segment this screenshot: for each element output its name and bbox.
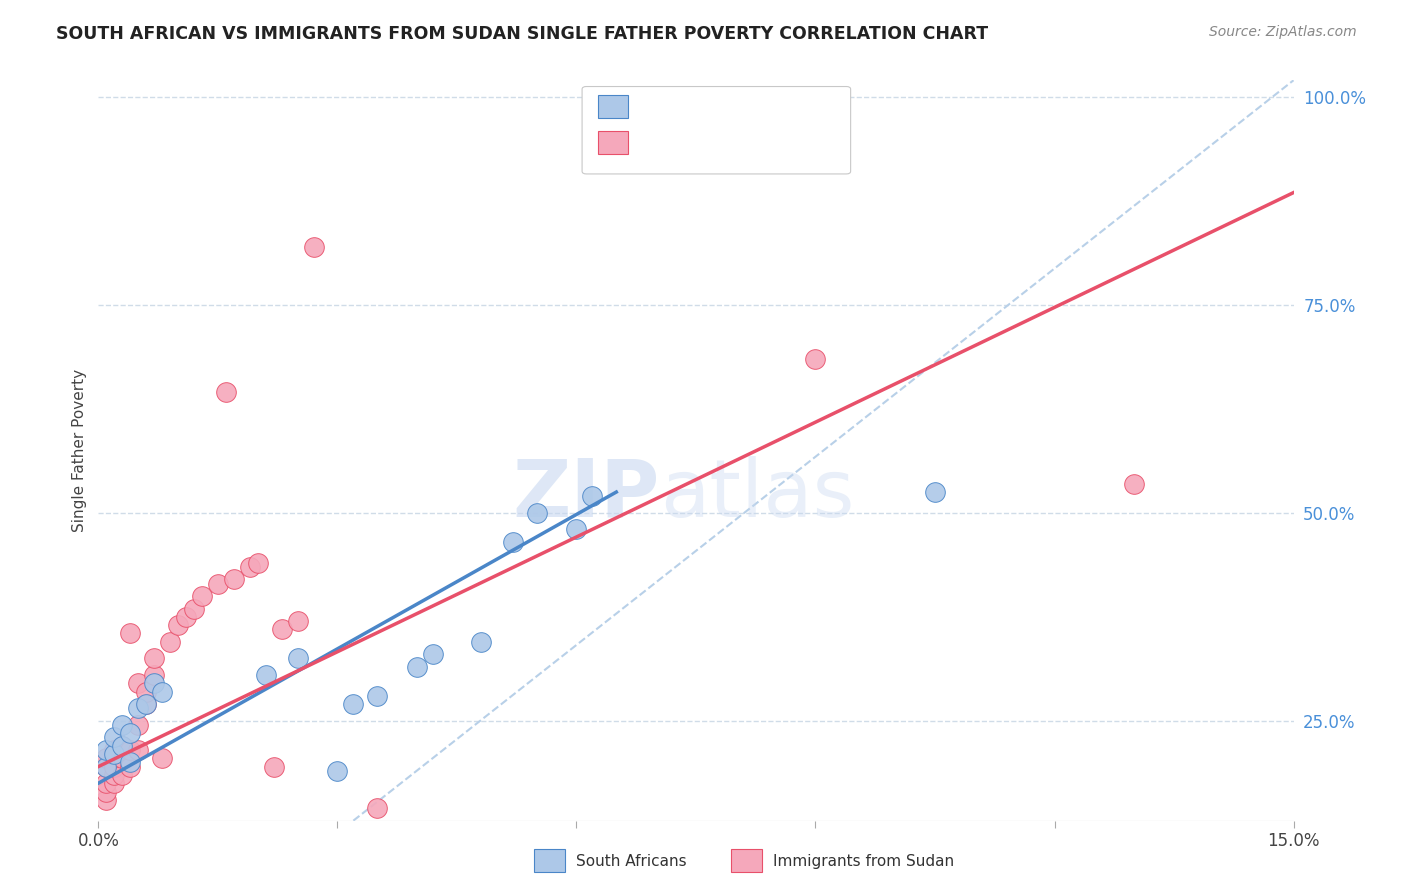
Point xyxy=(96,759,118,773)
Text: 0.502: 0.502 xyxy=(675,134,727,152)
Text: N =: N = xyxy=(734,97,770,115)
Point xyxy=(150,684,173,698)
Point xyxy=(111,739,134,753)
Point xyxy=(254,668,277,682)
Point xyxy=(111,751,134,765)
Point xyxy=(470,634,492,648)
Point xyxy=(302,240,325,254)
Text: ZIP: ZIP xyxy=(513,456,661,534)
Text: 38: 38 xyxy=(765,134,787,152)
Text: R =: R = xyxy=(640,134,676,152)
Point xyxy=(215,385,238,400)
Point xyxy=(422,647,444,661)
Text: Immigrants from Sudan: Immigrants from Sudan xyxy=(773,855,955,869)
Point xyxy=(924,485,946,500)
Point xyxy=(120,626,142,640)
Point xyxy=(120,726,142,740)
Point xyxy=(143,676,166,690)
Point xyxy=(111,739,134,753)
Point xyxy=(167,618,190,632)
Point xyxy=(111,768,134,782)
Point xyxy=(287,614,309,628)
Point xyxy=(366,689,388,703)
Point xyxy=(96,751,118,765)
Text: 15: 15 xyxy=(765,97,787,115)
Point xyxy=(135,697,157,711)
Point xyxy=(127,718,149,732)
Text: SOUTH AFRICAN VS IMMIGRANTS FROM SUDAN SINGLE FATHER POVERTY CORRELATION CHART: SOUTH AFRICAN VS IMMIGRANTS FROM SUDAN S… xyxy=(56,25,988,43)
Point xyxy=(103,768,125,782)
Point xyxy=(581,489,603,503)
Point xyxy=(342,697,364,711)
Point xyxy=(1123,476,1146,491)
Text: R =: R = xyxy=(640,97,676,115)
Point xyxy=(437,851,460,865)
Point xyxy=(406,659,429,673)
Point xyxy=(96,759,118,773)
Y-axis label: Single Father Poverty: Single Father Poverty xyxy=(72,369,87,532)
Point xyxy=(103,747,125,761)
Point xyxy=(174,610,197,624)
Point xyxy=(120,756,142,770)
Point xyxy=(159,634,181,648)
Point xyxy=(263,759,285,773)
Point xyxy=(143,668,166,682)
Point xyxy=(246,556,269,570)
Text: N =: N = xyxy=(734,134,770,152)
Point xyxy=(96,784,118,798)
Point xyxy=(96,776,118,790)
Point xyxy=(135,697,157,711)
Point xyxy=(103,731,125,745)
Point xyxy=(502,535,524,549)
Text: 0.643: 0.643 xyxy=(675,97,727,115)
Point xyxy=(96,743,118,757)
Point xyxy=(239,560,262,574)
Point xyxy=(120,743,142,757)
Text: South Africans: South Africans xyxy=(576,855,688,869)
Text: Source: ZipAtlas.com: Source: ZipAtlas.com xyxy=(1209,25,1357,39)
Point xyxy=(143,651,166,665)
Point xyxy=(135,684,157,698)
Point xyxy=(127,676,149,690)
Point xyxy=(804,351,827,366)
Point xyxy=(287,651,309,665)
Point xyxy=(120,759,142,773)
Point xyxy=(111,718,134,732)
Point xyxy=(270,623,292,637)
Text: atlas: atlas xyxy=(661,456,855,534)
Point xyxy=(207,576,229,591)
Point xyxy=(103,743,125,757)
Point xyxy=(150,751,173,765)
Point xyxy=(103,776,125,790)
Point xyxy=(565,523,588,537)
Point xyxy=(96,793,118,807)
Point xyxy=(103,759,125,773)
Point xyxy=(127,743,149,757)
Point xyxy=(366,801,388,815)
Point xyxy=(191,589,214,603)
Point xyxy=(127,701,149,715)
Point xyxy=(526,506,548,520)
Point xyxy=(326,764,349,778)
Point xyxy=(183,601,205,615)
Point xyxy=(222,573,245,587)
